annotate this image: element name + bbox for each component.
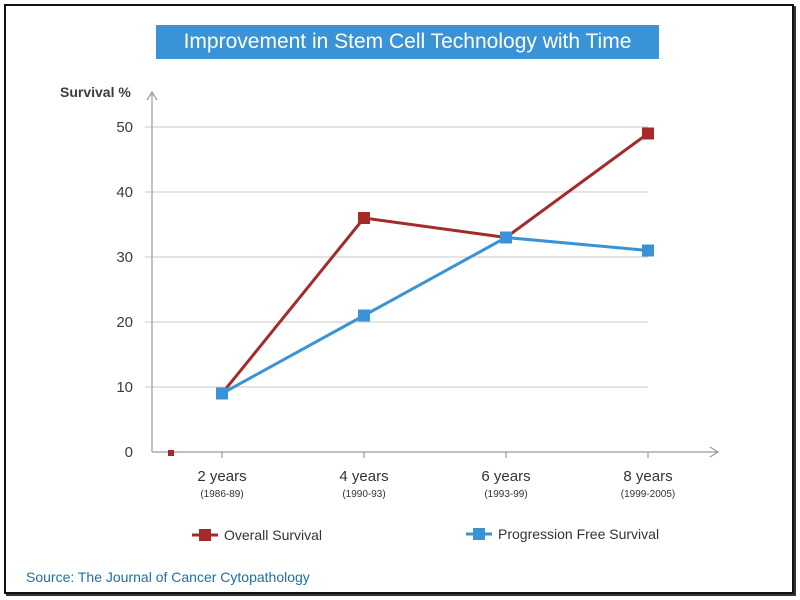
overall-survival-point	[358, 212, 370, 224]
legend-label: Progression Free Survival	[498, 526, 659, 542]
overall-survival-point	[642, 127, 654, 140]
x-tick-sublabel: (1986-89)	[200, 489, 243, 500]
source-note: Source: The Journal of Cancer Cytopathol…	[26, 569, 310, 585]
x-tick-labels: 2 years (1986-89) 4 years (1990-93) 6 years (…	[197, 452, 675, 500]
progression-free-survival-point	[500, 231, 512, 244]
gridlines	[145, 126, 648, 388]
progression-free-survival-point	[216, 387, 228, 400]
legend-label: Overall Survival	[224, 527, 322, 543]
series-group	[216, 127, 654, 400]
axis-origin-marker	[168, 450, 174, 456]
x-tick-sublabel: (1993-99)	[484, 489, 527, 500]
y-tick-label: 40	[116, 184, 133, 201]
x-tick-label: 8 years	[623, 468, 672, 485]
progression-free-survival-point	[642, 244, 654, 257]
x-tick-label: 6 years	[481, 468, 530, 485]
overall-survival-line	[220, 132, 649, 395]
y-tick-labels: 0 10 20 30 40 50	[116, 119, 133, 461]
x-tick-sublabel: (1990-93)	[342, 489, 385, 500]
y-axis-arrow	[146, 90, 158, 101]
x-axis-arrow	[709, 446, 720, 458]
y-tick-label: 20	[116, 314, 133, 331]
chart-title: Improvement in Stem Cell Technology with…	[156, 25, 659, 59]
y-tick-label: 30	[116, 249, 133, 266]
progression-free-survival-line	[221, 236, 649, 395]
y-tick-label: 0	[125, 444, 133, 461]
x-tick-label: 2 years	[197, 468, 246, 485]
x-tick-sublabel: (1999-2005)	[621, 489, 675, 500]
y-tick-label: 10	[116, 379, 133, 396]
progression-free-survival-legend-marker	[473, 528, 485, 540]
y-axis-label: Survival %	[60, 84, 131, 100]
chart-frame	[4, 4, 794, 594]
legend: Overall Survival Progression Free Surviva…	[192, 526, 659, 543]
overall-survival-legend-marker	[199, 529, 211, 541]
x-tick-label: 4 years	[339, 468, 388, 485]
axes	[146, 90, 720, 458]
y-tick-label: 50	[116, 119, 133, 136]
progression-free-survival-point	[358, 309, 370, 322]
